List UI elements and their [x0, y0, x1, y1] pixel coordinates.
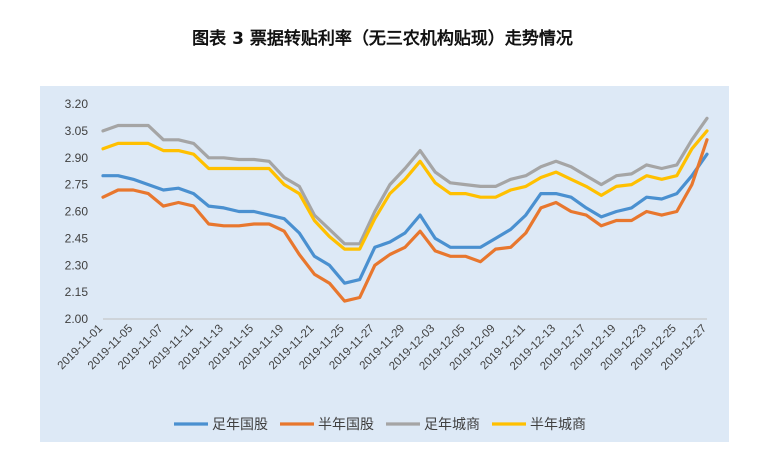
legend-label: 半年城商: [530, 417, 586, 433]
y-tick-label: 2.90: [65, 151, 89, 165]
legend-label: 足年国股: [212, 417, 268, 433]
y-tick-label: 2.60: [65, 205, 89, 219]
series-line-3: [101, 116, 709, 246]
chart-title: 图表 3 票据转贴利率（无三农机构贴现）走势情况: [192, 29, 573, 49]
y-tick-label: 2.15: [65, 285, 89, 299]
series-line-4: [101, 129, 709, 251]
legend-label: 足年城商: [424, 417, 480, 433]
y-tick-label: 2.75: [65, 178, 89, 192]
y-tick-label: 3.20: [65, 97, 89, 111]
y-tick-label: 2.45: [65, 231, 89, 245]
series-line-1: [101, 152, 709, 285]
y-tick-label: 2.00: [65, 312, 89, 326]
series-line-2: [101, 138, 709, 303]
y-tick-label: 2.30: [65, 258, 89, 272]
legend-label: 半年国股: [318, 417, 374, 433]
y-tick-label: 3.05: [65, 124, 89, 138]
